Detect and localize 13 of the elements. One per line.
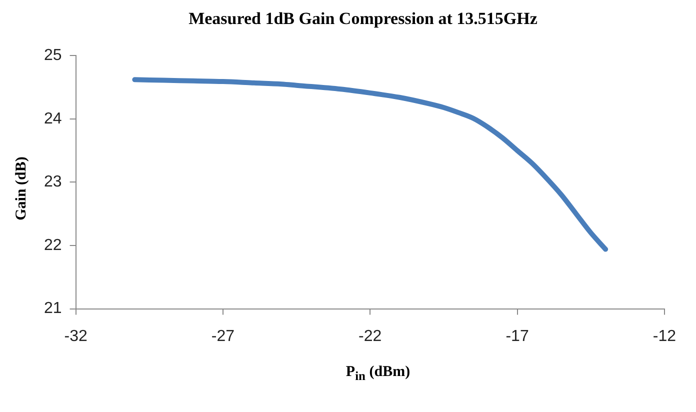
x-axis-title: P$_{in}$ (dBm): [344, 364, 412, 384]
chart-title: Measured 1dB Gain Compression at 13.515GHz: [188, 8, 538, 30]
x-tick-label: -22: [358, 328, 382, 345]
x-tick-label: -32: [64, 328, 88, 345]
y-axis-title: Gain (dB): [14, 156, 30, 220]
x-tick-label: -27: [211, 328, 235, 345]
x-tick-label: -17: [506, 328, 529, 345]
y-tick-label: 24: [44, 110, 62, 128]
y-tick-label: 21: [44, 300, 62, 318]
y-tick-label: 25: [44, 47, 62, 64]
y-tick-label: 23: [44, 174, 62, 191]
x-tick-label: -12: [652, 328, 676, 345]
y-tick-label: 22: [44, 236, 62, 254]
